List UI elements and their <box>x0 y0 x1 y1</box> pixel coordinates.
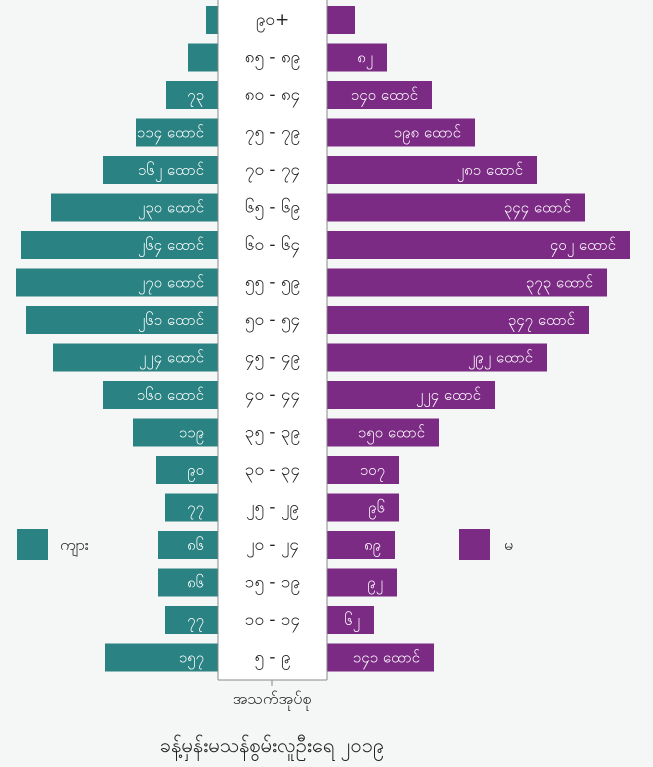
legend-label-male: ကျား <box>60 535 89 557</box>
legend-swatch-male <box>17 529 48 560</box>
chart-title: ခန့်မှန်းမသန်စွမ်းလူဦးရေ ၂၀၁၉ <box>160 733 385 761</box>
male-bar-label: ၁၁၉ <box>179 424 204 445</box>
female-bar-label: ၉၆ <box>368 499 385 520</box>
age-group-tick-label: ၅ - ၉ <box>254 648 290 671</box>
age-group-tick-label: ၂၅ - ၂၉ <box>246 498 299 521</box>
male-bar-label: ၁၆၂ ထောင် <box>138 161 204 182</box>
age-group-tick-label: ၃၅ - ၃၉ <box>245 423 300 446</box>
female-bar-label: ၈၉ <box>364 536 381 557</box>
female-bar <box>327 568 397 597</box>
male-bar <box>105 643 218 672</box>
male-bar-label: ၈၆ <box>187 536 204 554</box>
legend-label-female: မ <box>504 535 513 554</box>
age-group-tick-label: ၆၀ - ၆၄ <box>245 234 300 258</box>
male-bar <box>165 606 218 634</box>
male-bar <box>156 456 218 484</box>
female-bar-label: ၂၂၄ ထောင် <box>416 386 481 407</box>
female-bar <box>327 531 395 559</box>
male-bar <box>133 418 218 447</box>
female-bar <box>327 456 399 484</box>
male-bar <box>188 43 218 72</box>
female-bar <box>327 231 630 259</box>
female-bar-label: ၆၂ <box>344 611 360 632</box>
male-bar <box>26 306 218 334</box>
female-bar-label: ၁၉၈ ထောင် <box>394 124 461 145</box>
age-group-tick-label: ၅၀ - ၅၄ <box>245 310 300 333</box>
age-group-tick-label: ၇၅ - ၇၉ <box>245 123 300 146</box>
male-bar <box>136 118 218 147</box>
male-bar <box>53 343 218 372</box>
female-bar <box>327 118 475 147</box>
age-group-tick-label: ၄၀ - ၄၄ <box>245 385 300 408</box>
male-bar <box>158 531 218 559</box>
female-bar <box>327 43 387 72</box>
age-group-tick-label: ၁၅ - ၁၉ <box>245 573 300 596</box>
male-bar-label: ၂၃၀ ထောင် <box>138 199 204 220</box>
female-bar-label: ၂၉၂ ထောင် <box>468 349 533 370</box>
female-bar-label: ၃၄၄ ထောင် <box>504 199 571 220</box>
female-bar-label: ၃၇၃ ထောင် <box>526 274 593 295</box>
female-bar-label: ၁၅၀ ထောင် <box>358 424 425 445</box>
female-bar <box>327 493 399 522</box>
female-bar <box>327 81 432 109</box>
female-bar-label: ၂၈၁ ထောင် <box>457 161 523 182</box>
age-group-tick-label: ၁၀ - ၁၄ <box>245 610 300 633</box>
age-group-tick-label: ၄၅ - ၄၉ <box>245 348 300 371</box>
male-bar <box>206 6 218 34</box>
female-bar-label: ၃၄၇ ထောင် <box>508 311 575 332</box>
male-bar <box>51 193 218 222</box>
category-panel <box>218 0 327 680</box>
female-bar <box>327 381 495 409</box>
female-bar <box>327 418 439 447</box>
male-bar-label: ၇၃ <box>187 86 204 107</box>
age-group-tick-label: ၈၀ - ၈၄ <box>245 85 301 108</box>
male-bar-label: ၇၇ <box>187 611 204 632</box>
age-group-tick-label: ၉၀+ <box>256 10 289 33</box>
male-bar-label: ၁၆၀ ထောင် <box>137 386 204 404</box>
male-bar-label: ၈၆ <box>187 574 204 592</box>
age-group-tick-label: ၃၀ - ၃၄ <box>245 460 300 483</box>
female-bar-label: ၁၄၁ ထောင် <box>353 649 420 670</box>
female-bar <box>327 643 434 672</box>
male-bar <box>16 268 218 297</box>
female-bar <box>327 343 547 372</box>
male-bar-label: ၂၇၀ ထောင် <box>138 274 204 295</box>
x-axis-title: အသက်အုပ်စု <box>233 689 312 711</box>
female-bar <box>327 306 589 334</box>
age-group-tick-label: ၆၅ - ၆၉ <box>245 197 300 221</box>
female-bar <box>327 156 537 184</box>
female-bar-label: ၁၄၀ ထောင် <box>351 86 418 107</box>
male-bar-label: ၂၂၄ ထောင် <box>139 349 204 370</box>
male-bar-label: ၂၆၁ ထောင် <box>138 311 204 332</box>
male-bar <box>21 231 218 259</box>
male-bar-label: ၂၆၄ ထောင် <box>138 236 204 257</box>
female-bar-label: ၄၀၂ ထောင် <box>550 236 616 257</box>
male-bar <box>103 381 218 409</box>
female-bar <box>327 193 585 222</box>
female-bar <box>327 6 355 34</box>
male-bar <box>158 568 218 597</box>
female-bar-label: ၈၂ <box>357 49 373 70</box>
female-bar-label: ၉၂ <box>367 574 383 595</box>
legend-swatch-female <box>459 529 490 560</box>
age-group-tick-label: ၈၅ - ၈၉ <box>245 48 301 71</box>
male-bar <box>103 156 218 184</box>
male-bar-label: ၁၅၇ <box>179 649 204 670</box>
female-bar <box>327 606 374 634</box>
female-bar-label: ၁၀၇ <box>360 461 385 482</box>
age-group-tick-label: ၅၅ - ၅၉ <box>245 273 300 296</box>
female-bar <box>327 268 607 297</box>
male-bar-label: ၇၇ <box>187 499 204 520</box>
age-group-tick-label: ၂၀ - ၂၄ <box>246 535 299 558</box>
age-group-tick-label: ၇၀ - ၇၄ <box>245 160 300 183</box>
male-bar-label: ၉၀ <box>187 461 204 482</box>
male-bar <box>166 81 218 109</box>
male-bar <box>165 493 218 522</box>
male-bar-label: ၁၁၄ ထောင် <box>137 124 204 145</box>
